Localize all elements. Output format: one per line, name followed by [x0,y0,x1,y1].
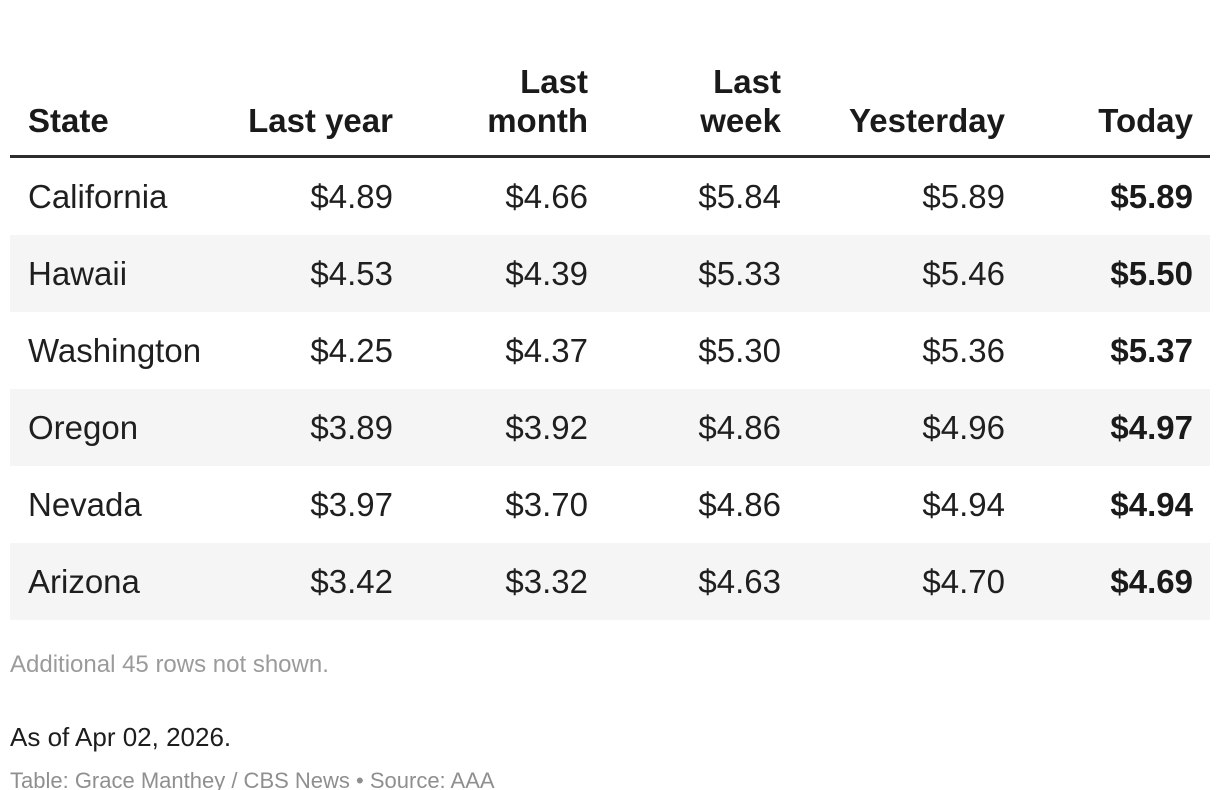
table-row-california: California $4.89 $4.66 $5.84 $5.89 $5.89 [10,157,1210,236]
cell-today: $5.37 [1110,331,1193,369]
as-of-date: As of Apr 02, 2026. [10,722,232,752]
cell-today: $4.69 [1110,562,1193,600]
cell-last-week: $4.63 [698,562,781,600]
table-body: California $4.89 $4.66 $5.84 $5.89 $5.89… [10,157,1210,620]
cell-state: California [28,177,168,215]
gas-prices-table: State Last year Last month Last week Yes… [10,0,1210,620]
column-header-last-week-label: Last week [700,62,781,140]
table-row-arizona: Arizona $3.42 $3.32 $4.63 $4.70 $4.69 [10,543,1210,620]
cell-today: $5.50 [1110,254,1193,292]
cell-state: Oregon [28,408,139,446]
table-row-hawaii: Hawaii $4.53 $4.39 $5.33 $5.46 $5.50 [10,235,1210,312]
cell-yesterday: $5.89 [922,177,1005,215]
column-header-yesterday: Yesterday [798,0,1022,158]
cell-yesterday: $4.70 [922,562,1005,600]
cell-last-month: $3.70 [505,485,588,523]
header-row: State Last year Last month Last week Yes… [10,0,1210,158]
table-row-nevada: Nevada $3.97 $3.70 $4.86 $4.94 $4.94 [10,466,1210,543]
cell-state: Nevada [28,485,142,523]
cell-last-year: $3.97 [310,485,393,523]
cell-today: $4.94 [1110,485,1193,523]
cell-last-month: $3.32 [505,562,588,600]
column-header-last-year-label: Last year [248,102,393,140]
column-header-today-label: Today [1098,102,1193,140]
column-header-state-label: State [28,102,109,140]
table-row-washington: Washington $4.25 $4.37 $5.30 $5.36 $5.37 [10,312,1210,389]
cell-last-month: $4.66 [505,177,588,215]
cell-last-year: $3.42 [310,562,393,600]
gas-prices-table-graphic: State Last year Last month Last week Yes… [10,0,1210,790]
cell-last-week: $4.86 [698,408,781,446]
column-header-state: State [10,0,215,158]
cell-state: Hawaii [28,254,128,292]
column-header-last-week: Last week [605,0,798,158]
cell-last-week: $5.33 [698,254,781,292]
cell-state: Washington [28,331,202,369]
column-header-last-month: Last month [410,0,605,158]
column-header-last-month-label: Last month [487,62,588,140]
cell-today: $4.97 [1110,408,1193,446]
column-header-today: Today [1022,0,1210,158]
cell-today: $5.89 [1110,177,1193,215]
table-credit-source: Table: Grace Manthey / CBS News • Source… [10,767,495,790]
table-header: State Last year Last month Last week Yes… [10,0,1210,158]
cell-last-year: $4.25 [310,331,393,369]
cell-state: Arizona [28,562,140,600]
cell-last-year: $4.89 [310,177,393,215]
cell-yesterday: $5.36 [922,331,1005,369]
cell-last-week: $5.84 [698,177,781,215]
column-header-last-year: Last year [215,0,410,158]
cell-last-month: $4.37 [505,331,588,369]
cell-last-week: $5.30 [698,331,781,369]
cell-yesterday: $4.94 [922,485,1005,523]
table-row-oregon: Oregon $3.89 $3.92 $4.86 $4.96 $4.97 [10,389,1210,466]
cell-yesterday: $4.96 [922,408,1005,446]
cell-last-year: $3.89 [310,408,393,446]
cell-last-month: $3.92 [505,408,588,446]
cell-last-week: $4.86 [698,485,781,523]
rows-not-shown-note: Additional 45 rows not shown. [10,651,329,678]
cell-last-month: $4.39 [505,254,588,292]
cell-yesterday: $5.46 [922,254,1005,292]
cell-last-year: $4.53 [310,254,393,292]
column-header-yesterday-label: Yesterday [849,102,1005,140]
